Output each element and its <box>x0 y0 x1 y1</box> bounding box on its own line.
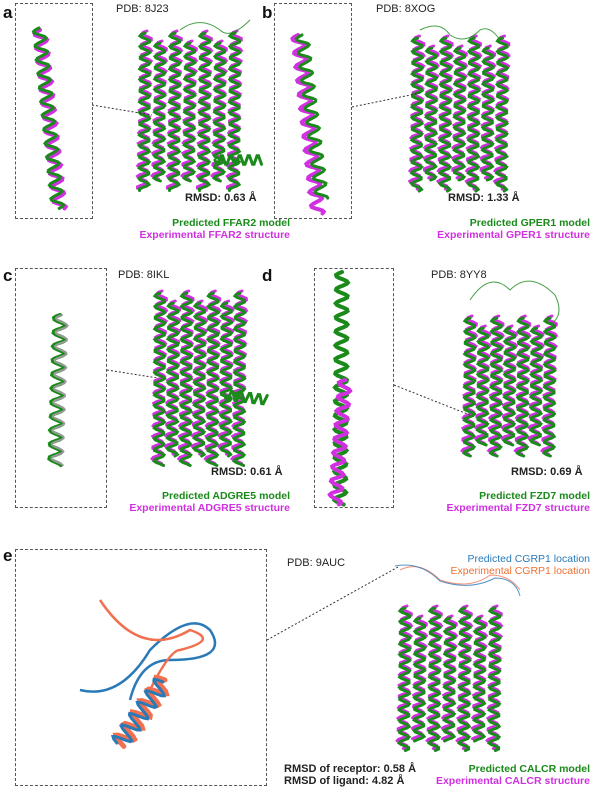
inset-box-b <box>274 3 352 219</box>
inset-box-e <box>15 549 267 786</box>
structure-c-predicted-helix <box>151 291 168 467</box>
structure-e-predicted-helix <box>426 606 442 752</box>
structure-d-predicted-helix <box>528 326 544 447</box>
structure-b-predicted-helix <box>409 36 425 193</box>
structure-d-predicted-helix <box>461 316 477 458</box>
legend-experimental-b: Experimental GPER1 structure <box>437 229 590 241</box>
legend-predicted-e: Predicted CALCR model <box>468 763 590 775</box>
inset-b-experimental-helix <box>290 33 327 216</box>
structure-c-predicted-helix <box>191 301 208 458</box>
panel-label-b: b <box>262 3 273 22</box>
structure-b-predicted-helix <box>423 46 439 182</box>
panel-label-c: c <box>3 266 13 285</box>
rmsd-c: RMSD: 0.61 Å <box>211 466 283 478</box>
inset-box-d <box>314 268 394 508</box>
structure-c-predicted-helix <box>205 291 221 467</box>
structure-a-predicted-helix <box>226 31 243 192</box>
structure-d-predicted-helix <box>515 316 531 458</box>
rmsd-a: RMSD: 0.63 Å <box>185 192 257 204</box>
structure-a-predicted-helix <box>166 31 183 192</box>
connector-b <box>351 92 421 108</box>
inset-c-experimental-helix <box>50 314 69 467</box>
structure-e-predicted-helix <box>441 616 458 743</box>
structure-e-predicted-ligand-loop <box>394 564 521 597</box>
panel-label-a: a <box>3 3 13 22</box>
legend-experimental-a: Experimental FFAR2 structure <box>139 229 290 241</box>
structure-a-predicted-helix <box>196 31 213 192</box>
inset-box-c <box>15 268 107 508</box>
pdb-id-d: PDB: 8YY8 <box>431 269 487 281</box>
legend-predicted-a: Predicted FFAR2 model <box>172 217 290 229</box>
structure-a-predicted-helix <box>181 41 197 183</box>
rmsd-b: RMSD: 1.33 Å <box>448 192 520 204</box>
pdb-id-c: PDB: 8IKL <box>118 269 170 281</box>
structure-a-loop <box>179 19 251 34</box>
structure-a-predicted-helix <box>213 154 263 166</box>
structure-b-predicted-helix <box>466 36 482 193</box>
structure-b-predicted-helix <box>437 36 453 193</box>
legend-experimental-c: Experimental ADGRE5 structure <box>129 502 290 514</box>
structure-d-predicted-helix <box>475 326 491 447</box>
structure-c-predicted-helix <box>165 301 181 458</box>
structure-b-predicted-helix <box>480 46 496 182</box>
legend-predicted-b: Predicted GPER1 model <box>469 217 590 229</box>
inset-d-experimental-helix <box>327 378 353 507</box>
legend-predicted-d: Predicted FZD7 model <box>479 490 590 502</box>
inset-e-predicted-ligand <box>79 622 217 701</box>
structure-d-predicted-helix <box>541 316 557 458</box>
legend-experimental-d: Experimental FZD7 structure <box>446 502 590 514</box>
structure-c-predicted-helix <box>223 389 269 406</box>
rmsd-d: RMSD: 0.69 Å <box>511 466 583 478</box>
rmsd-receptor-e: RMSD of receptor: 0.58 Å <box>284 763 417 775</box>
pdb-id-a: PDB: 8J23 <box>116 3 169 15</box>
inset-box-a <box>15 3 93 219</box>
structure-d-loop <box>469 280 560 326</box>
structure-a-predicted-helix <box>136 31 153 192</box>
panel-label-d: d <box>262 266 273 285</box>
structure-a-predicted-helix <box>211 41 227 183</box>
structure-d-predicted-helix <box>488 316 504 458</box>
structure-e-predicted-helix <box>471 616 488 743</box>
panel-label-e: e <box>3 546 13 565</box>
structure-e-predicted-helix <box>411 616 428 743</box>
structure-d-predicted-helix <box>501 326 518 447</box>
structure-c-predicted-helix <box>178 291 194 467</box>
rmsd-ligand-e: RMSD of ligand: 4.82 Å <box>284 775 405 787</box>
structure-b-loop <box>419 25 501 41</box>
pdb-id-e: PDB: 9AUC <box>287 557 346 569</box>
structure-a-predicted-helix <box>151 41 167 183</box>
structure-e-predicted-helix <box>396 606 412 752</box>
inset-d-predicted-helix <box>331 270 351 507</box>
legend-experimental-ligand: Experimental CGRP1 location <box>450 565 590 577</box>
legend-predicted-ligand: Predicted CGRP1 location <box>467 553 590 565</box>
connector-c <box>106 369 159 379</box>
structure-e-predicted-helix <box>486 606 502 752</box>
structure-b-predicted-helix <box>451 46 468 182</box>
inset-e-experimental-ligand <box>98 599 204 691</box>
inset-b-predicted-helix <box>294 33 330 200</box>
legend-experimental-e: Experimental CALCR structure <box>435 775 590 787</box>
structure-b-predicted-helix <box>494 36 510 193</box>
structure-e-predicted-helix <box>456 606 472 752</box>
inset-e-experimental-ligand-helix <box>112 674 170 749</box>
inset-e-predicted-ligand-helix <box>111 677 167 745</box>
inset-a-predicted-helix <box>31 26 66 210</box>
connector-d <box>393 384 471 416</box>
legend-predicted-c: Predicted ADGRE5 model <box>162 490 290 502</box>
connector-e <box>266 566 399 641</box>
structure-c-predicted-helix <box>218 301 234 458</box>
structure-c-predicted-helix <box>231 291 248 467</box>
pdb-id-b: PDB: 8XOG <box>376 3 436 15</box>
